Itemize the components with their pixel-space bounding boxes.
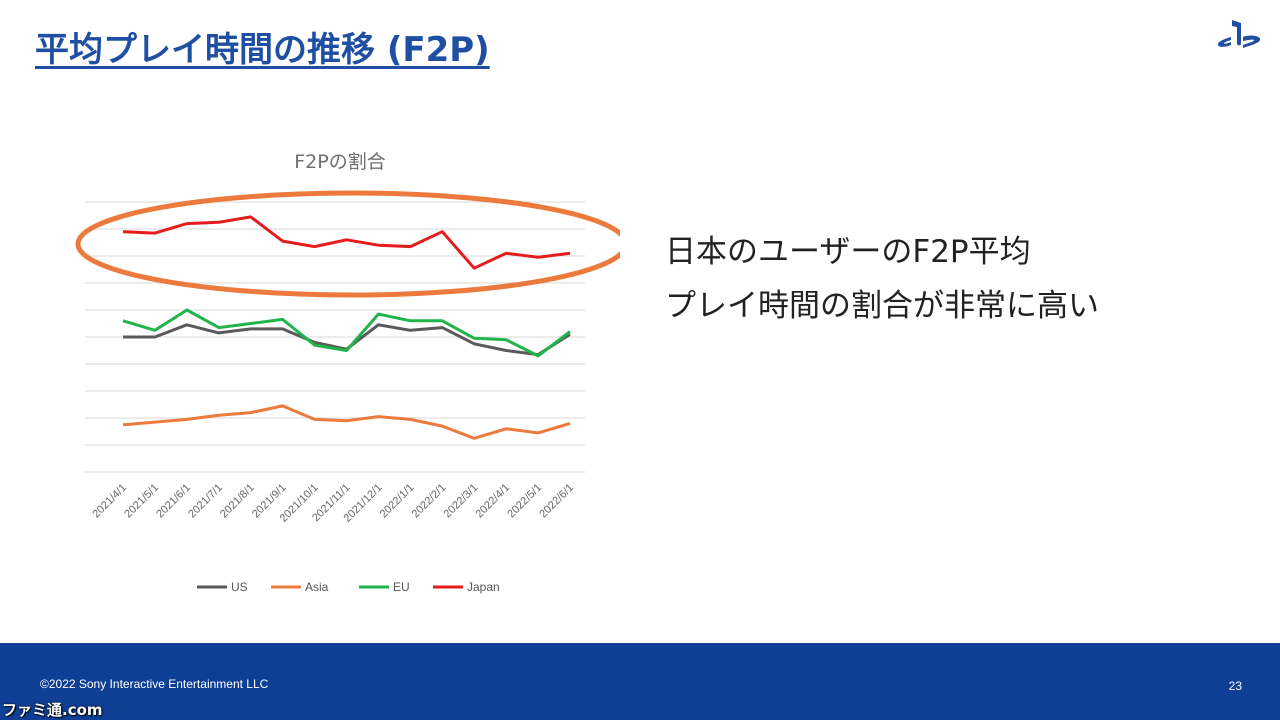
- series-line-asia: [122, 404, 571, 440]
- chart-container: 2021/4/1 2021/5/1 2021/6/1 2021/7/1 2021/8/1…: [60, 140, 620, 610]
- series-line-japan: [122, 215, 571, 270]
- series-lines: [122, 215, 571, 440]
- x-axis-tick-labels: 2021/4/12021/5/12021/6/12021/7/12021/8/1…: [90, 482, 576, 525]
- legend-label-us: US: [231, 580, 248, 594]
- callout-line-2: プレイ時間の割合が非常に高い: [665, 288, 1099, 324]
- x-tick-label: 2022/4/1: [473, 482, 512, 521]
- x-tick-label: 2022/2/1: [410, 482, 449, 521]
- legend-label-japan: Japan: [467, 580, 500, 594]
- x-tick-label: 2021/7/1: [186, 482, 225, 521]
- grid-lines: [85, 201, 585, 473]
- legend-label-asia: Asia: [305, 580, 329, 594]
- series-line-eu: [122, 308, 571, 358]
- copyright-text: ©2022 Sony Interactive Entertainment LLC: [40, 677, 269, 691]
- watermark: ファミ通.com: [2, 701, 103, 719]
- highlight-ellipse: [75, 190, 620, 298]
- x-tick-label: 2021/8/1: [218, 482, 257, 521]
- legend-label-eu: EU: [393, 580, 410, 594]
- x-tick-label: 2022/1/1: [378, 482, 417, 521]
- x-tick-label: 2021/5/1: [122, 482, 161, 521]
- f2p-line-chart: 2021/4/12021/5/12021/6/12021/7/12021/8/1…: [75, 190, 620, 594]
- chart-title: F2Pの割合: [294, 151, 386, 173]
- x-tick-label: 2021/6/1: [154, 482, 193, 521]
- x-tick-label: 2022/6/1: [537, 482, 576, 521]
- x-tick-label: 2021/4/1: [90, 482, 129, 521]
- callout-line-1: 日本のユーザーのF2P平均: [665, 234, 1031, 270]
- playstation-logo-icon: [1217, 20, 1261, 48]
- footer-bar: ©2022 Sony Interactive Entertainment LLC…: [0, 643, 1280, 720]
- callout-text: 日本のユーザーのF2P平均 プレイ時間の割合が非常に高い: [665, 225, 1099, 333]
- page-number: 23: [1228, 679, 1242, 693]
- legend: US Asia EU Japan: [197, 580, 500, 594]
- slide-title: 平均プレイ時間の推移 (F2P): [35, 30, 490, 70]
- x-tick-label: 2022/5/1: [505, 482, 544, 521]
- x-tick-label: 2022/3/1: [442, 482, 481, 521]
